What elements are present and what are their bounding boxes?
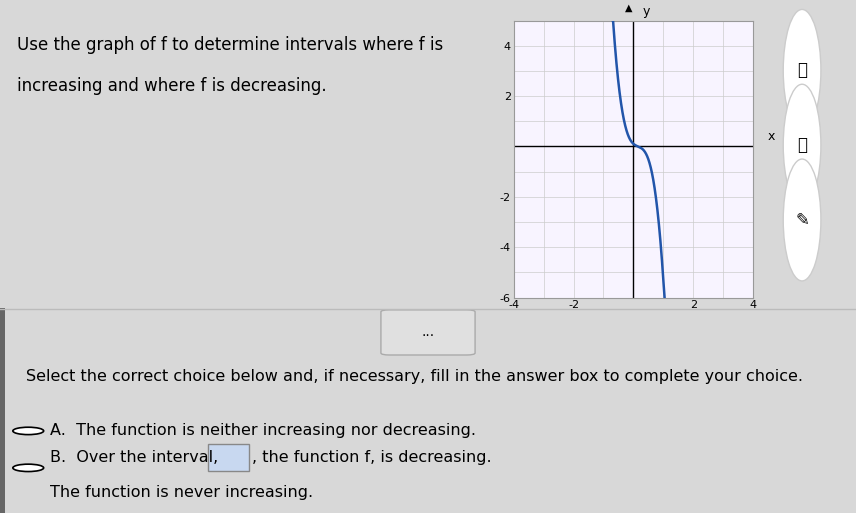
Text: ✎: ✎ [795, 211, 809, 229]
Text: Use the graph of f to determine intervals where f is: Use the graph of f to determine interval… [17, 36, 443, 54]
Text: x: x [768, 130, 775, 143]
Circle shape [13, 464, 44, 471]
Circle shape [783, 84, 821, 206]
Text: 🔍: 🔍 [797, 136, 807, 154]
Text: The function is never increasing.: The function is never increasing. [50, 485, 312, 500]
Circle shape [783, 9, 821, 131]
Text: B.  Over the interval,: B. Over the interval, [50, 450, 218, 465]
Text: Select the correct choice below and, if necessary, fill in the answer box to com: Select the correct choice below and, if … [26, 369, 803, 384]
Text: 🔍: 🔍 [797, 62, 807, 80]
Text: increasing and where f is decreasing.: increasing and where f is decreasing. [17, 77, 327, 95]
Circle shape [783, 159, 821, 281]
Text: A.  The function is neither increasing nor decreasing.: A. The function is neither increasing no… [50, 423, 476, 439]
FancyBboxPatch shape [208, 444, 249, 471]
FancyBboxPatch shape [0, 308, 5, 513]
Text: y: y [642, 5, 650, 18]
FancyBboxPatch shape [381, 310, 475, 355]
Text: ...: ... [421, 325, 435, 340]
Text: ▲: ▲ [625, 3, 633, 13]
Circle shape [13, 427, 44, 435]
Text: , the function f, is decreasing.: , the function f, is decreasing. [252, 450, 491, 465]
